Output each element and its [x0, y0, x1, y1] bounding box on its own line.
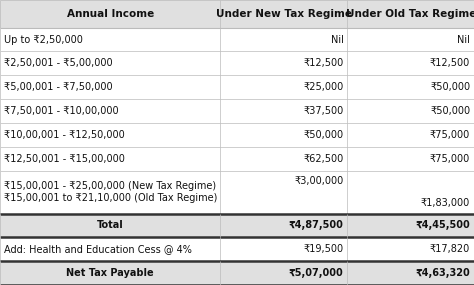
Bar: [0, 170, 220, 213]
Bar: [220, 123, 347, 147]
Text: ₹4,63,320: ₹4,63,320: [415, 268, 470, 278]
Text: ₹12,50,001 - ₹15,00,000: ₹12,50,001 - ₹15,00,000: [4, 154, 125, 164]
Bar: [347, 28, 474, 51]
Text: ₹2,50,001 - ₹5,00,000: ₹2,50,001 - ₹5,00,000: [4, 58, 112, 68]
Text: ₹4,87,500: ₹4,87,500: [289, 220, 344, 231]
Text: ₹10,00,001 - ₹12,50,000: ₹10,00,001 - ₹12,50,000: [4, 130, 125, 140]
Bar: [220, 75, 347, 99]
Text: Nil: Nil: [331, 34, 344, 44]
Bar: [220, 237, 347, 261]
Text: ₹37,500: ₹37,500: [303, 106, 344, 116]
Text: Under New Tax Regime: Under New Tax Regime: [216, 9, 352, 19]
Text: ₹12,500: ₹12,500: [303, 58, 344, 68]
Bar: [220, 28, 347, 51]
Text: ₹1,83,000: ₹1,83,000: [421, 198, 470, 208]
Bar: [220, 0, 347, 28]
Bar: [347, 75, 474, 99]
Bar: [0, 213, 220, 237]
Text: ₹12,500: ₹12,500: [430, 58, 470, 68]
Text: ₹7,50,001 - ₹10,00,000: ₹7,50,001 - ₹10,00,000: [4, 106, 118, 116]
Bar: [347, 147, 474, 170]
Text: Annual Income: Annual Income: [66, 9, 154, 19]
Bar: [347, 123, 474, 147]
Text: Up to ₹2,50,000: Up to ₹2,50,000: [4, 34, 82, 44]
Bar: [347, 261, 474, 285]
Bar: [0, 123, 220, 147]
Bar: [347, 51, 474, 75]
Bar: [0, 237, 220, 261]
Text: Total: Total: [97, 220, 124, 231]
Bar: [0, 51, 220, 75]
Bar: [0, 147, 220, 170]
Text: ₹19,500: ₹19,500: [303, 244, 344, 254]
Bar: [347, 213, 474, 237]
Bar: [220, 213, 347, 237]
Text: ₹17,820: ₹17,820: [430, 244, 470, 254]
Text: ₹5,00,001 - ₹7,50,000: ₹5,00,001 - ₹7,50,000: [4, 82, 112, 92]
Text: Nil: Nil: [457, 34, 470, 44]
Text: ₹5,07,000: ₹5,07,000: [289, 268, 344, 278]
Bar: [347, 0, 474, 28]
Text: ₹25,000: ₹25,000: [303, 82, 344, 92]
Text: ₹50,000: ₹50,000: [430, 106, 470, 116]
Bar: [220, 99, 347, 123]
Bar: [0, 28, 220, 51]
Text: Add: Health and Education Cess @ 4%: Add: Health and Education Cess @ 4%: [4, 244, 191, 254]
Bar: [0, 261, 220, 285]
Text: ₹50,000: ₹50,000: [303, 130, 344, 140]
Bar: [347, 170, 474, 213]
Bar: [347, 237, 474, 261]
Bar: [0, 75, 220, 99]
Bar: [0, 99, 220, 123]
Text: ₹50,000: ₹50,000: [430, 82, 470, 92]
Text: ₹75,000: ₹75,000: [430, 130, 470, 140]
Bar: [347, 99, 474, 123]
Text: ₹15,00,001 - ₹25,00,000 (New Tax Regime)
₹15,00,001 to ₹21,10,000 (Old Tax Regim: ₹15,00,001 - ₹25,00,000 (New Tax Regime)…: [4, 181, 217, 203]
Text: Under Old Tax Regime: Under Old Tax Regime: [346, 9, 474, 19]
Text: ₹4,45,500: ₹4,45,500: [415, 220, 470, 231]
Bar: [220, 170, 347, 213]
Text: ₹3,00,000: ₹3,00,000: [294, 176, 344, 186]
Bar: [220, 147, 347, 170]
Text: ₹75,000: ₹75,000: [430, 154, 470, 164]
Text: ₹62,500: ₹62,500: [303, 154, 344, 164]
Bar: [0, 0, 220, 28]
Bar: [220, 261, 347, 285]
Text: Net Tax Payable: Net Tax Payable: [66, 268, 154, 278]
Bar: [220, 51, 347, 75]
